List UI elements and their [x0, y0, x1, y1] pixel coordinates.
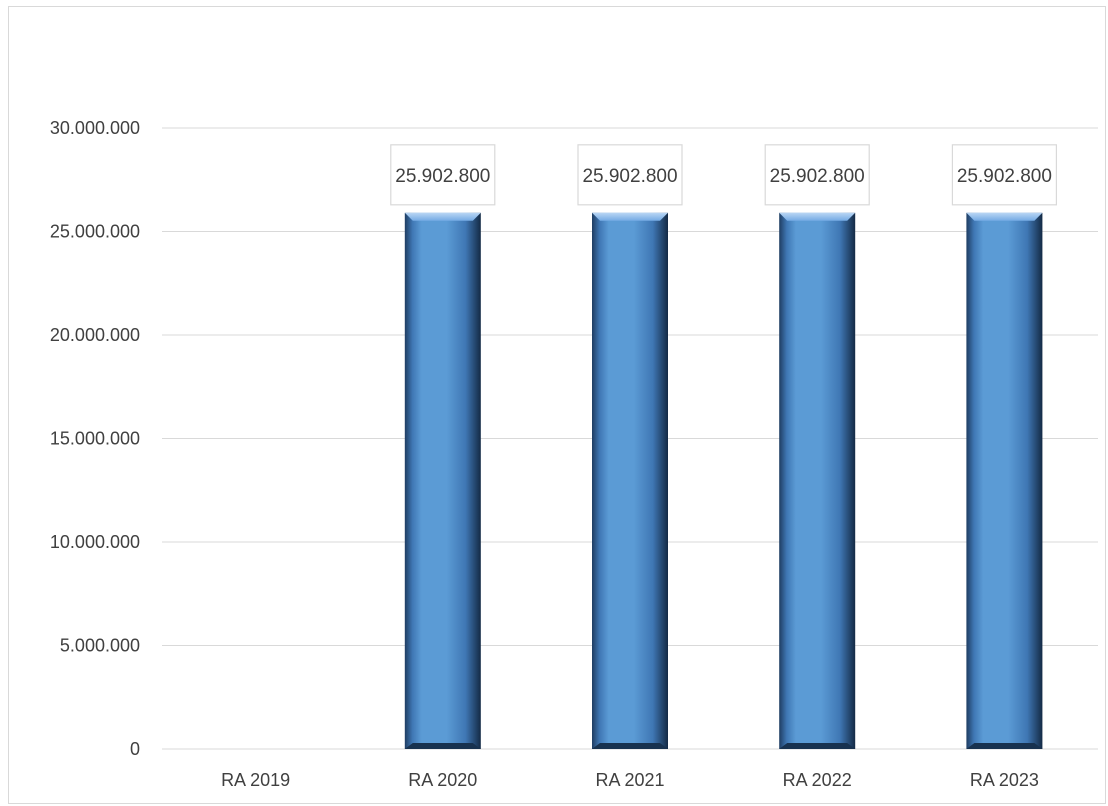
bar [966, 212, 1043, 750]
bar-bevel-bottom [966, 743, 1043, 749]
data-label: 25.902.800 [957, 166, 1052, 187]
bar-bevel-top [966, 212, 1043, 221]
x-tick-label: RA 2021 [595, 770, 664, 790]
data-label-box [390, 144, 496, 206]
x-tick-label: RA 2022 [783, 770, 852, 790]
data-label: 25.902.800 [395, 166, 490, 187]
bar-body [592, 212, 668, 750]
data-label-box [951, 144, 1058, 206]
y-tick-label: 15.000.000 [50, 429, 140, 449]
bar-body [966, 212, 1043, 750]
bar [404, 212, 481, 750]
bar-bevel-bottom [404, 743, 481, 749]
x-tick-label: RA 2020 [408, 770, 477, 790]
bar-bevel-bottom [779, 743, 856, 749]
data-label-box [764, 144, 870, 206]
data-label: 25.902.800 [582, 166, 677, 187]
y-tick-label: 25.000.000 [50, 222, 140, 242]
y-tick-label: 10.000.000 [50, 532, 140, 552]
chart-frame [8, 6, 1106, 804]
y-tick-label: 5.000.000 [60, 636, 140, 656]
data-label-box [577, 144, 683, 206]
y-axis: 0 5.000.000 10.000.000 15.000.000 20.000.000… [50, 118, 140, 759]
y-tick-label: 30.000.000 [50, 118, 140, 138]
bar-bevel-top [779, 212, 856, 221]
bar-bevel-top [592, 212, 668, 221]
bar-bevel-bottom [592, 743, 668, 749]
x-axis: RA 2019 RA 2020 RA 2021 RA 2022 RA 2023 [221, 770, 1039, 790]
x-tick-label: RA 2023 [970, 770, 1039, 790]
y-tick-label: 0 [130, 739, 140, 759]
bars [404, 212, 1043, 750]
data-label: 25.902.800 [770, 166, 865, 187]
bar [592, 212, 668, 750]
bar [779, 212, 856, 750]
data-labels: 25.902.800 25.902.800 25.902.800 25.902.800 [390, 144, 1058, 206]
bar-bevel-top [404, 212, 481, 221]
bar-body [404, 212, 481, 750]
x-tick-label: RA 2019 [221, 770, 290, 790]
y-tick-label: 20.000.000 [50, 325, 140, 345]
bar-body [779, 212, 856, 750]
